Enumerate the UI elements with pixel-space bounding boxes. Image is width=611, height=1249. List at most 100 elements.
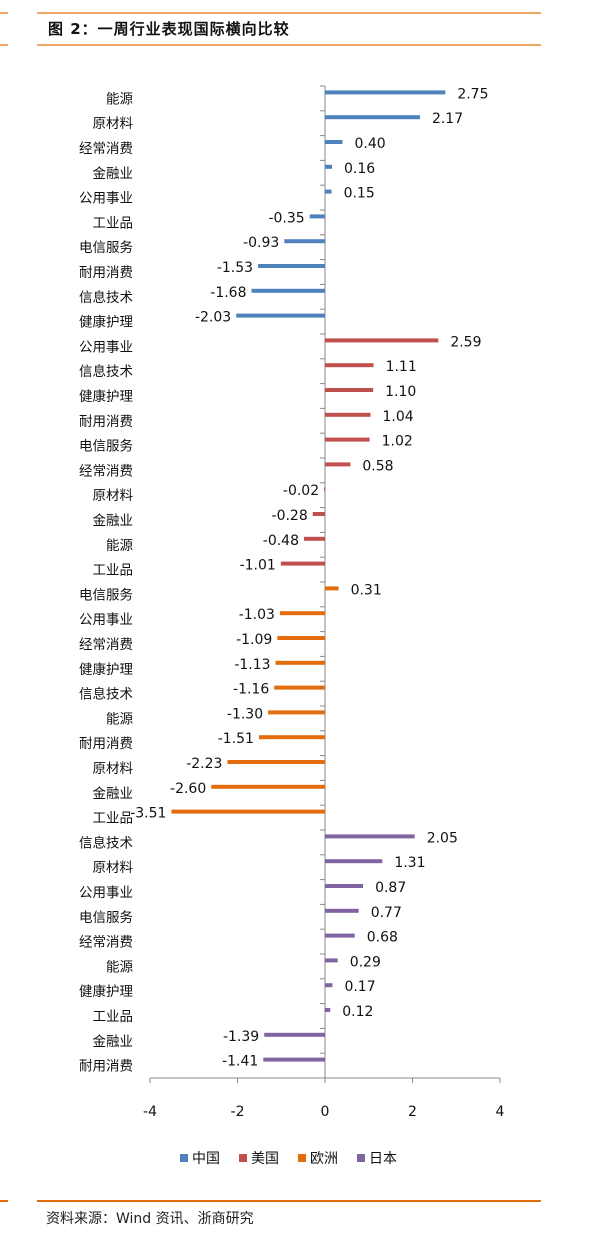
data-label: -1.13	[234, 657, 270, 673]
bar	[325, 338, 439, 343]
bar	[325, 437, 370, 442]
category-label: 公用事业	[79, 339, 133, 355]
bar	[251, 288, 325, 293]
category-label: 公用事业	[79, 885, 133, 901]
bar	[325, 859, 383, 864]
bar	[309, 214, 325, 219]
header-rule-left-top	[0, 12, 8, 14]
data-label: -1.01	[240, 558, 276, 574]
category-label: 金融业	[93, 786, 134, 802]
bar	[258, 735, 325, 740]
bar	[325, 115, 420, 120]
category-label: 耐用消费	[79, 736, 133, 752]
data-label: -2.03	[195, 310, 231, 326]
data-label: -1.39	[223, 1029, 259, 1045]
data-label: -0.28	[272, 508, 308, 524]
bar	[325, 363, 374, 368]
x-tick-label: 2	[408, 1104, 417, 1120]
category-label: 金融业	[93, 513, 134, 529]
bar	[275, 660, 325, 665]
data-label: 1.31	[394, 855, 425, 871]
bar	[279, 611, 325, 616]
figure-title: 图 2：一周行业表现国际横向比较	[48, 20, 290, 38]
bar	[264, 1032, 325, 1037]
bar	[325, 140, 343, 144]
bar	[325, 933, 355, 938]
data-label: -1.41	[222, 1054, 258, 1070]
data-label: -2.23	[186, 756, 222, 772]
category-label: 工业品	[93, 563, 134, 579]
bar	[258, 264, 325, 268]
header-rule-left-bottom	[0, 44, 8, 46]
category-label: 信息技术	[79, 834, 133, 851]
data-label: -1.03	[239, 607, 275, 623]
legend-swatch	[357, 1154, 365, 1162]
legend-label: 美国	[251, 1151, 279, 1167]
bar	[284, 239, 325, 244]
category-label: 金融业	[93, 1034, 134, 1050]
bar	[227, 760, 325, 764]
bar	[325, 1008, 331, 1012]
footer-rule	[37, 1200, 541, 1202]
legend-label: 欧洲	[310, 1151, 338, 1167]
bar	[274, 685, 325, 690]
category-label: 能源	[106, 959, 133, 975]
data-label: 0.87	[375, 880, 406, 896]
data-label: 1.10	[385, 384, 416, 400]
bar	[171, 809, 325, 814]
legend-swatch	[239, 1154, 247, 1162]
bar	[325, 884, 364, 888]
category-label: 信息技术	[79, 686, 133, 703]
data-label: -0.35	[268, 210, 304, 226]
category-label: 电信服务	[79, 439, 133, 455]
data-label: -1.16	[233, 682, 269, 698]
category-label: 健康护理	[79, 983, 133, 1000]
category-label: 健康护理	[79, 661, 133, 678]
category-label: 公用事业	[79, 612, 133, 628]
data-label: 0.15	[344, 186, 375, 202]
data-label: 2.17	[432, 111, 463, 127]
data-label: 2.75	[457, 86, 488, 102]
legend-label: 日本	[369, 1151, 397, 1167]
data-label: 1.04	[383, 409, 414, 425]
category-label: 经常消费	[79, 637, 133, 653]
category-label: 电信服务	[79, 240, 133, 256]
bar	[325, 164, 332, 169]
category-label: 经常消费	[79, 141, 133, 157]
bar	[325, 388, 374, 392]
bar	[263, 1057, 325, 1062]
bar	[277, 636, 325, 640]
data-label: -0.93	[243, 235, 279, 251]
bar	[280, 561, 325, 566]
legend-label: 中国	[192, 1151, 220, 1167]
bar	[211, 784, 325, 789]
bar	[268, 710, 325, 715]
category-label: 能源	[106, 91, 133, 107]
data-label: -1.51	[218, 731, 254, 747]
x-tick-label: -2	[231, 1104, 245, 1120]
data-label: 0.29	[350, 954, 381, 970]
category-label: 健康护理	[79, 314, 133, 331]
data-label: -1.30	[227, 706, 263, 722]
bar	[325, 834, 415, 839]
data-label: -0.48	[263, 533, 299, 549]
x-tick-label: 4	[496, 1104, 505, 1120]
data-label: -0.02	[283, 483, 319, 499]
category-label: 原材料	[93, 860, 134, 876]
data-label: -2.60	[170, 781, 206, 797]
legend-swatch	[180, 1154, 188, 1162]
bar	[325, 412, 371, 417]
data-label: 0.77	[371, 905, 402, 921]
data-label: -3.51	[130, 806, 166, 822]
category-label: 能源	[106, 711, 133, 727]
category-label: 工业品	[93, 1009, 134, 1025]
bar	[312, 512, 325, 516]
data-label: 0.40	[355, 136, 386, 152]
category-label: 健康护理	[79, 388, 133, 405]
category-label: 原材料	[93, 488, 134, 504]
bar	[325, 586, 339, 591]
category-label: 公用事业	[79, 191, 133, 207]
header-rule-bottom	[37, 44, 541, 46]
category-label: 原材料	[93, 761, 134, 777]
